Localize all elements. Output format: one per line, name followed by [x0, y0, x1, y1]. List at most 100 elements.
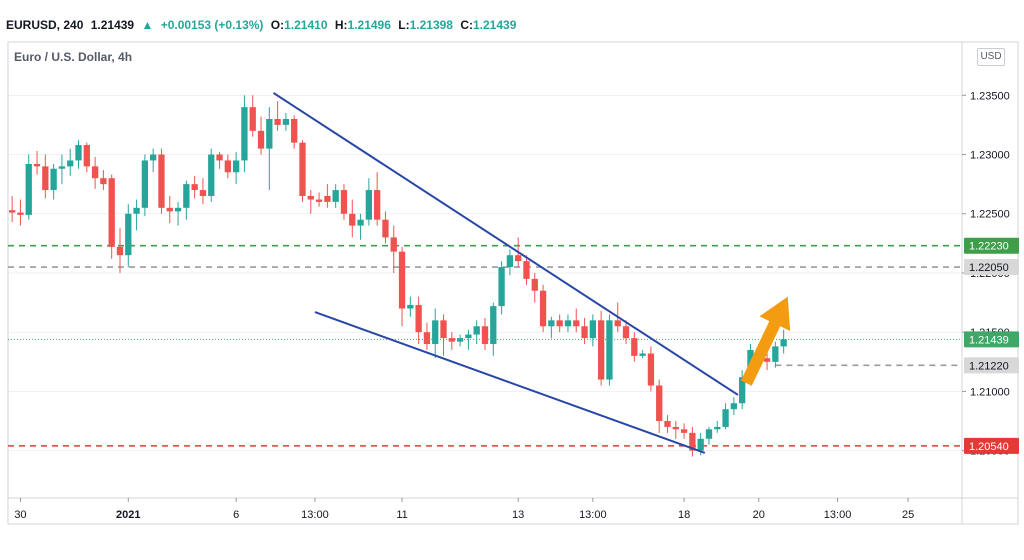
candle-body [481, 326, 489, 345]
candle-body [564, 320, 572, 327]
candle-body [573, 320, 580, 327]
y-tick-label: 1.21000 [970, 386, 1010, 398]
candle-body [739, 377, 746, 404]
candle-body [515, 255, 522, 262]
candle-body [150, 154, 157, 161]
candle-body [324, 195, 331, 202]
trendline [272, 92, 739, 396]
candle-body [91, 166, 99, 179]
candle-body [763, 358, 771, 362]
candle-body [365, 190, 373, 220]
candle-body [42, 166, 49, 191]
candle-body [332, 190, 339, 202]
candle-body [191, 184, 198, 191]
price-tag-label: 1.20540 [969, 441, 1009, 453]
last-price: 1.21439 [90, 18, 135, 32]
candle-body [506, 255, 514, 268]
price-tag-label: 1.22230 [969, 241, 1009, 253]
candle-body [241, 107, 248, 161]
candle-body [390, 237, 397, 252]
candle-body [8, 210, 16, 213]
candle-body [216, 154, 223, 161]
candle-body [631, 338, 638, 356]
candle-body [232, 160, 240, 173]
x-tick-label: 20 [753, 509, 765, 521]
candle-body [606, 320, 613, 380]
candle-body [780, 339, 787, 347]
candle-body [266, 118, 273, 149]
candle-body [100, 178, 107, 185]
candle-body [597, 320, 605, 380]
candle-body [166, 207, 173, 212]
candle-body [498, 267, 505, 307]
open-value: 1.21410 [284, 18, 328, 32]
x-tick-label: 25 [902, 509, 914, 521]
candle-body [125, 213, 132, 256]
candle-body [274, 118, 281, 125]
candle-body [398, 251, 406, 309]
candle-body [224, 160, 231, 173]
open-label: O: [270, 18, 285, 32]
candle-body [548, 320, 555, 327]
x-tick-label: 6 [233, 509, 239, 521]
candle-body [282, 118, 290, 125]
candle-body [672, 426, 679, 430]
candle-body [357, 219, 364, 226]
price-tag-label: 1.21439 [969, 334, 1009, 346]
x-tick-label: 11 [396, 509, 407, 521]
high-value: 1.21496 [347, 18, 391, 32]
candle-body [465, 334, 472, 339]
change-value: +0.00153 (+0.13%) [160, 18, 264, 32]
candle-body [158, 154, 165, 208]
candle-body [315, 199, 323, 202]
candle-body [556, 320, 563, 327]
candle-body [448, 338, 455, 342]
y-tick-label: 1.23000 [970, 150, 1010, 162]
price-tag [964, 331, 1019, 348]
currency-button[interactable]: USD [977, 48, 1005, 66]
candle-body [249, 107, 256, 131]
candle-body [473, 326, 480, 335]
symbol-label[interactable]: EURUSD, 240 [6, 18, 84, 32]
candle-body [656, 385, 663, 422]
candle-body [639, 353, 646, 356]
low-value: 1.21398 [409, 18, 453, 32]
x-tick-label: 2021 [116, 509, 140, 521]
chart-frame [7, 41, 1019, 525]
high-label: H: [334, 18, 348, 32]
price-tag [964, 259, 1019, 276]
candle-body [25, 163, 32, 215]
price-tag-label: 1.21220 [969, 360, 1009, 372]
candle-body [33, 163, 41, 167]
candle-body [75, 145, 82, 161]
candle-body [581, 326, 588, 339]
candle-body [307, 195, 314, 200]
candle-body [622, 326, 630, 339]
candle-body [108, 178, 115, 247]
candle-body [664, 421, 671, 427]
candle-body [183, 184, 190, 208]
candle-body [374, 190, 381, 220]
candle-body [697, 438, 704, 451]
candle-body [50, 168, 57, 191]
candle-body [714, 426, 721, 430]
candle-body [340, 190, 348, 214]
candle-body [116, 246, 124, 256]
close-label: C: [460, 18, 473, 32]
candle-body [614, 320, 621, 327]
candle-body [67, 160, 74, 167]
candle-body [299, 142, 306, 196]
price-tag [964, 357, 1019, 374]
candle-body [539, 290, 547, 327]
trendline [314, 311, 706, 454]
candle-body [432, 320, 439, 345]
candle-body [257, 130, 265, 149]
x-tick-label: 30 [14, 509, 26, 521]
x-tick-label: 13:00 [824, 509, 852, 521]
up-arrow-icon [740, 296, 791, 386]
candle-body [291, 118, 298, 143]
candle-body [689, 432, 696, 451]
candle-body [730, 403, 738, 410]
